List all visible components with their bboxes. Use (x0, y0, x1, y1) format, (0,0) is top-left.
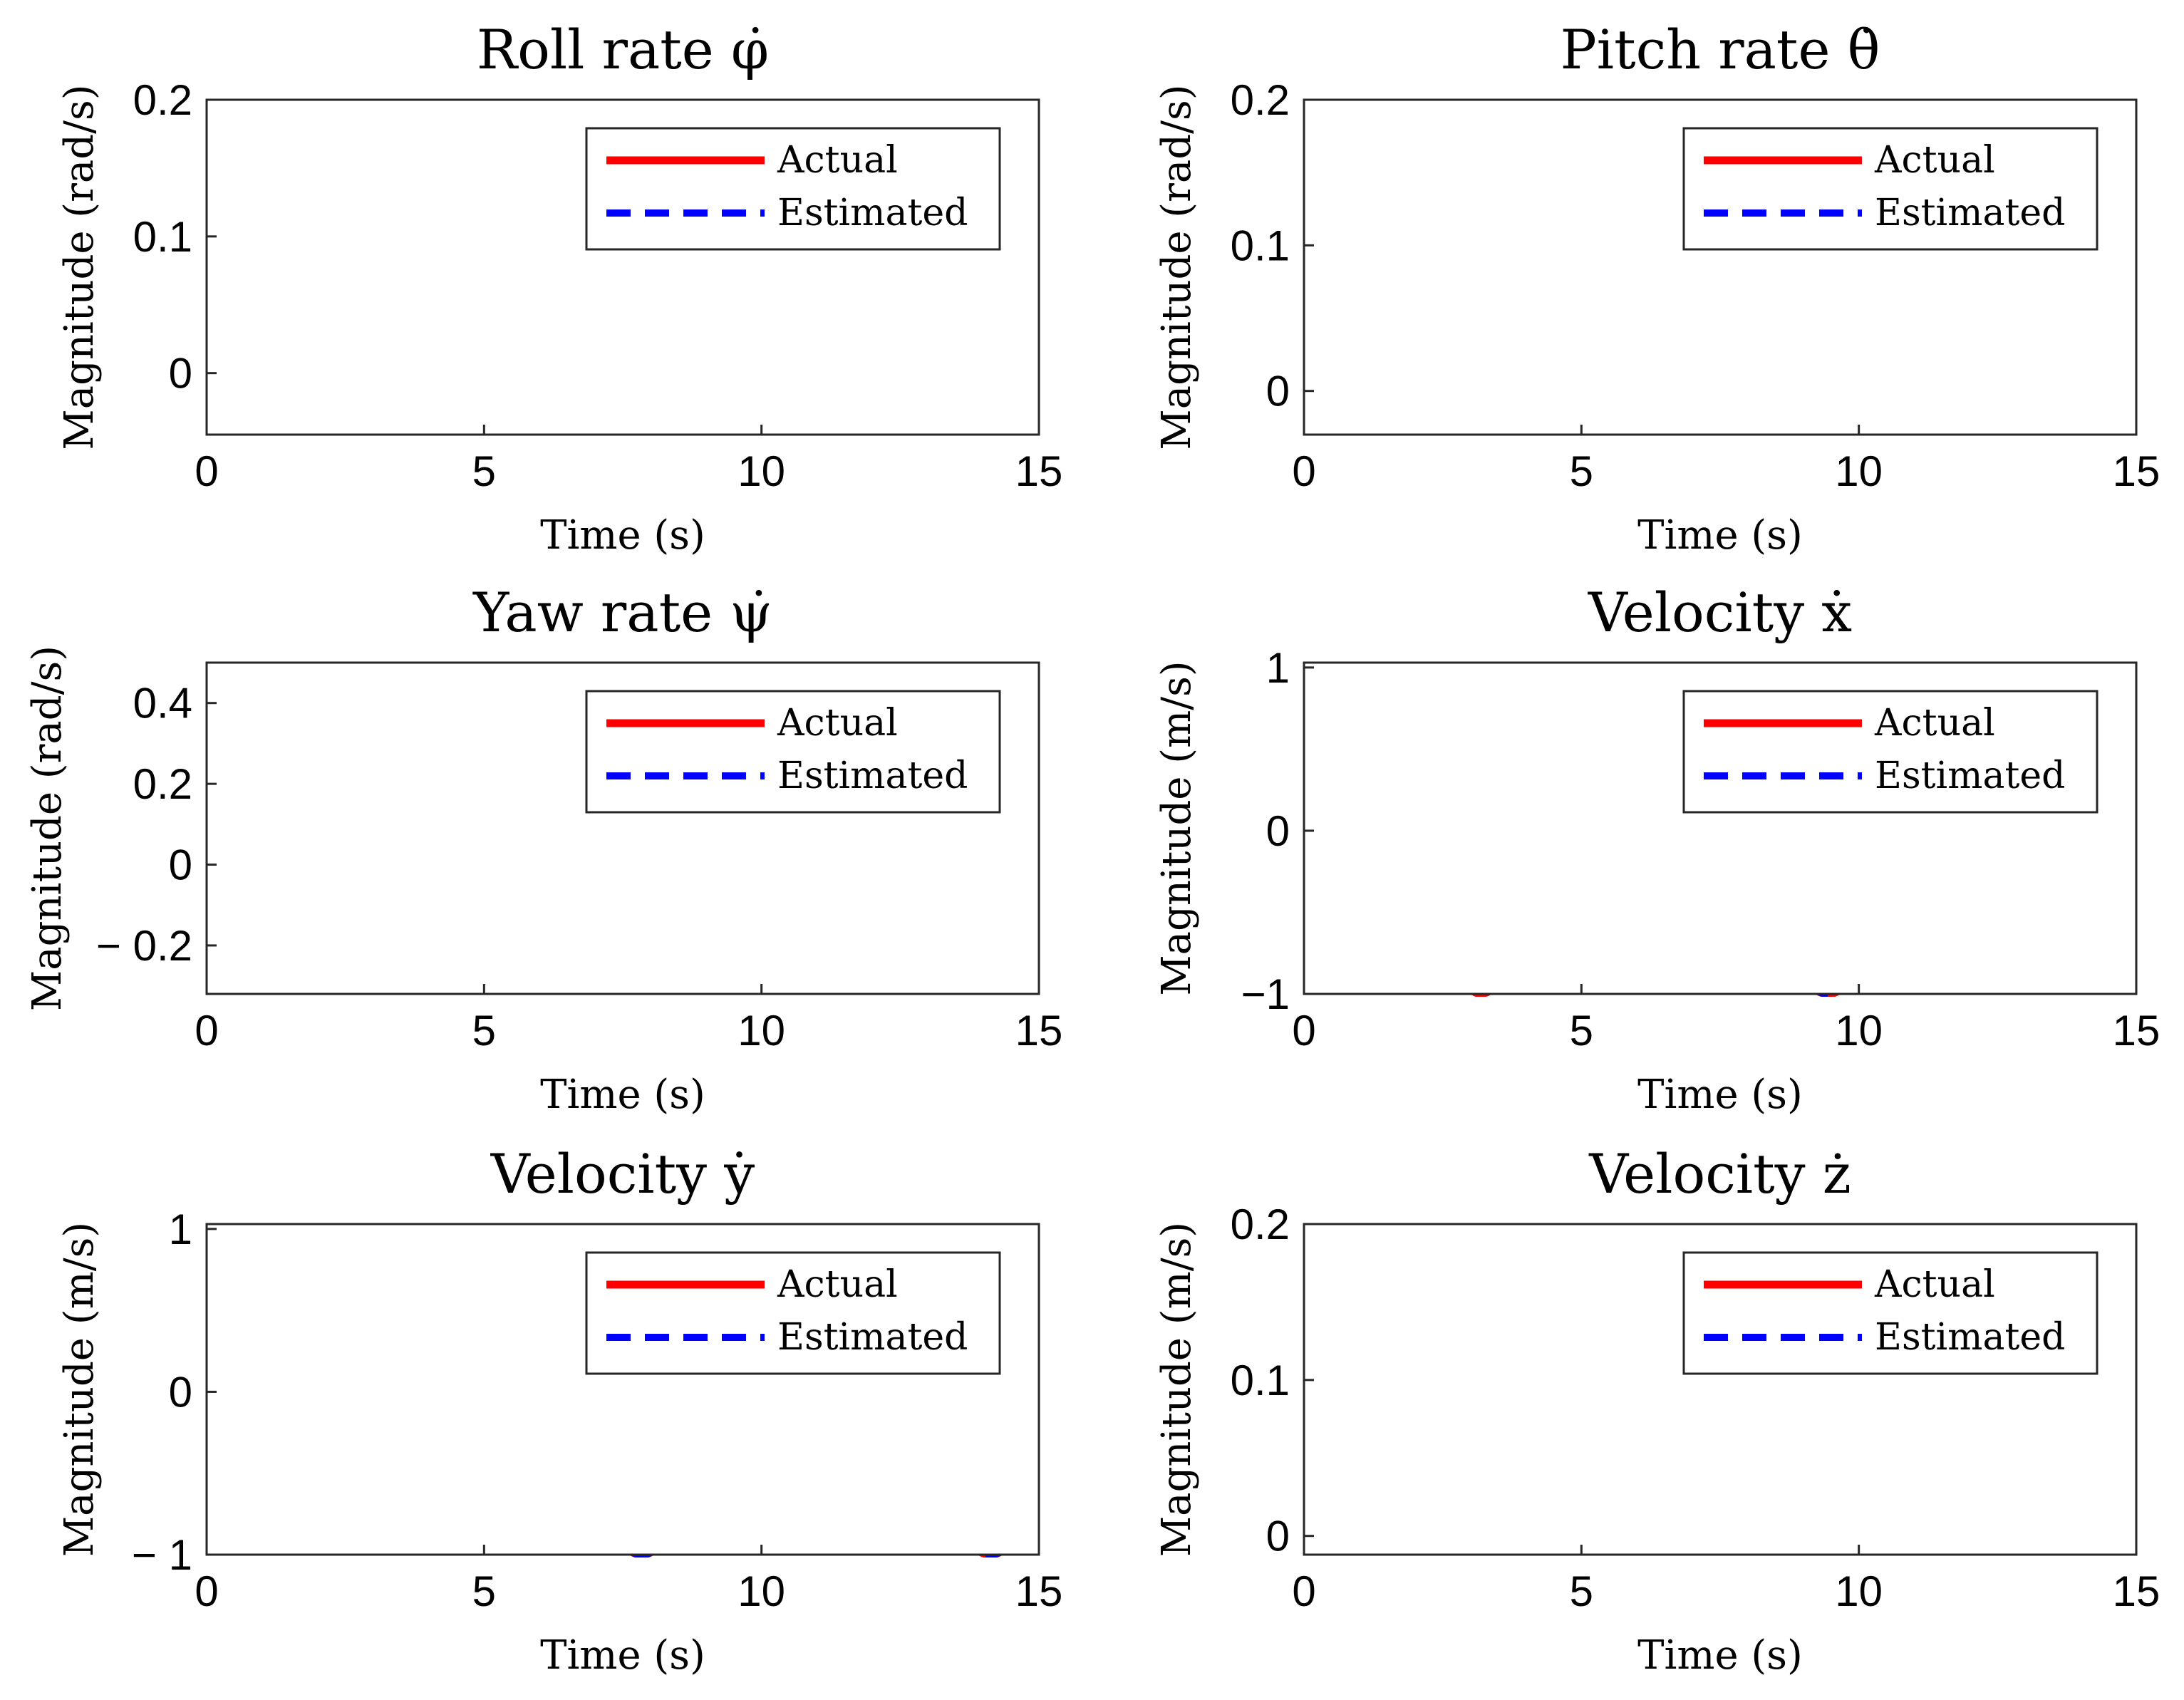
x-tick-label: 0 (195, 1567, 218, 1615)
y-axis-label: Magnitude (m/s) (56, 1222, 103, 1557)
y-tick-label: 1 (169, 1206, 192, 1253)
chart-title: Velocity ẏ (490, 1142, 755, 1206)
y-tick-label: 0 (169, 1368, 192, 1416)
subplot-1: 0 5 10 15 0 0.1 0.2 Roll rate φ̇ Time (s) Magnitu… (56, 18, 1062, 559)
subplot-2: 0 5 10 15 0 0.1 0.2 Pitch rate θ̇ Time (s) Magnit… (1154, 18, 2160, 559)
x-tick-label: 15 (2113, 1007, 2160, 1054)
legend-label-actual: Actual (777, 702, 898, 745)
x-tick-label: 0 (195, 1007, 218, 1054)
x-tick-label: 5 (472, 1567, 496, 1615)
legend: Actual Estimated (585, 127, 1001, 251)
y-tick-label: 0 (1266, 368, 1290, 415)
x-axis-label: Time (s) (1637, 1632, 1803, 1679)
y-tick-label: 0.2 (1231, 76, 1290, 124)
legend-box (585, 127, 1001, 251)
x-tick-label: 10 (1835, 1567, 1883, 1615)
x-tick-label: 5 (1570, 1007, 1593, 1054)
legend: Actual Estimated (1682, 1251, 2098, 1375)
y-tick-label: 0 (169, 350, 192, 398)
y-tick-label: 0 (169, 841, 192, 889)
chart-title: Velocity ẋ (1588, 581, 1852, 644)
chart-title: Pitch rate θ̇ (1561, 18, 1880, 81)
legend: Actual Estimated (585, 690, 1001, 814)
y-axis-label: Magnitude (rad/s) (56, 84, 103, 450)
legend-label-actual: Actual (1874, 139, 1995, 182)
chart-title: Yaw rate ψ̇ (472, 581, 772, 644)
y-tick-label: 0.1 (1231, 1357, 1290, 1404)
x-tick-label: 10 (1835, 1007, 1883, 1054)
x-tick-label: 10 (738, 1007, 785, 1054)
x-tick-label: 0 (1292, 1007, 1315, 1054)
legend: Actual Estimated (1682, 127, 2098, 251)
y-axis-label: Magnitude (rad/s) (24, 646, 71, 1011)
subplot-6: 0 5 10 15 0 0.1 0.2 Velocity ż Time (s) Magnitude… (1154, 1142, 2160, 1679)
y-tick-label: 0.1 (1231, 222, 1290, 269)
y-axis-label: Magnitude (m/s) (1154, 1222, 1200, 1557)
x-axis-label: Time (s) (540, 1072, 705, 1118)
x-tick-label: 5 (472, 447, 496, 495)
legend-box (1682, 1251, 2098, 1375)
legend-label-estimated: Estimated (1875, 755, 2065, 797)
legend-label-estimated: Estimated (777, 755, 968, 797)
x-tick-label: 10 (738, 447, 785, 495)
x-axis-label: Time (s) (540, 512, 705, 559)
legend-label-estimated: Estimated (777, 1316, 968, 1359)
x-tick-label: 15 (2113, 447, 2160, 495)
y-tick-label: 1 (1266, 644, 1290, 692)
y-axis-label: Magnitude (m/s) (1154, 660, 1200, 995)
y-tick-label: 0 (1266, 807, 1290, 855)
legend-box (1682, 690, 2098, 814)
y-tick-label: 0.2 (1231, 1201, 1290, 1248)
legend-label-actual: Actual (1874, 1263, 1995, 1306)
x-tick-label: 5 (1570, 1567, 1593, 1615)
legend-label-estimated: Estimated (777, 192, 968, 234)
x-tick-label: 15 (2113, 1567, 2160, 1615)
x-axis-label: Time (s) (540, 1632, 705, 1679)
x-tick-label: 5 (1570, 447, 1593, 495)
legend-label-actual: Actual (777, 139, 898, 182)
y-tick-label: − 1 (132, 1531, 192, 1579)
y-axis-label: Magnitude (rad/s) (1154, 84, 1200, 450)
y-tick-label: 0.1 (133, 213, 192, 261)
x-tick-label: 0 (195, 447, 218, 495)
legend-label-actual: Actual (777, 1263, 898, 1306)
y-tick-label: 0.2 (133, 760, 192, 808)
x-axis-label: Time (s) (1637, 1072, 1803, 1118)
y-tick-label: 0.4 (133, 680, 192, 727)
chart-title: Roll rate φ̇ (477, 18, 769, 81)
x-axis-label: Time (s) (1637, 512, 1803, 559)
legend-box (585, 690, 1001, 814)
legend-label-actual: Actual (1874, 702, 1995, 745)
x-tick-label: 5 (472, 1007, 496, 1054)
legend: Actual Estimated (585, 1251, 1001, 1375)
x-tick-label: 0 (1292, 1567, 1315, 1615)
x-tick-label: 15 (1015, 1567, 1063, 1615)
y-tick-label: 0 (1266, 1513, 1290, 1560)
legend-label-estimated: Estimated (1875, 1316, 2065, 1359)
y-tick-label: 0.2 (133, 76, 192, 124)
y-tick-label: −1 (1241, 970, 1290, 1018)
y-tick-label: − 0.2 (96, 922, 192, 970)
x-tick-label: 15 (1015, 1007, 1063, 1054)
x-tick-label: 0 (1292, 447, 1315, 495)
legend: Actual Estimated (1682, 690, 2098, 814)
legend-label-estimated: Estimated (1875, 192, 2065, 234)
x-tick-label: 15 (1015, 447, 1063, 495)
x-tick-label: 10 (1835, 447, 1883, 495)
chart-title: Velocity ż (1588, 1142, 1851, 1206)
x-tick-label: 10 (738, 1567, 785, 1615)
legend-box (1682, 127, 2098, 251)
legend-box (585, 1251, 1001, 1375)
